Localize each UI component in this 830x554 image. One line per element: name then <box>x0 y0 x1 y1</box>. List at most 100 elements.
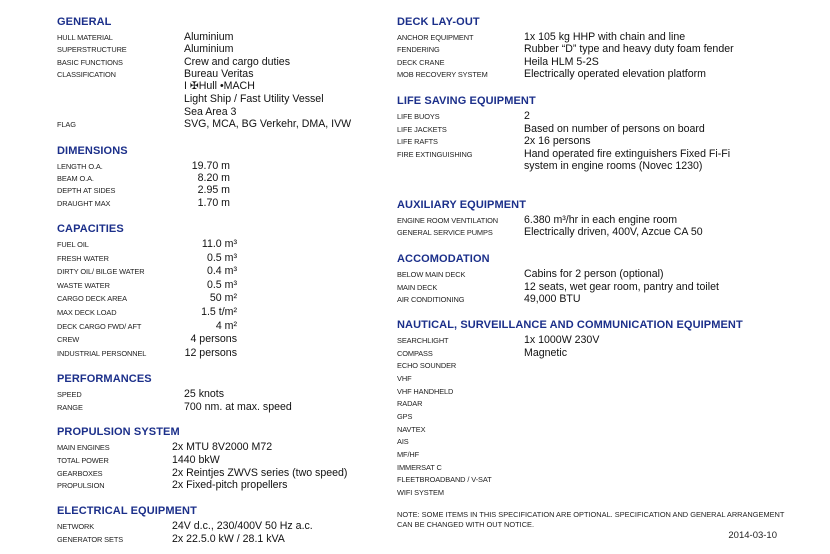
section-heading: DECK LAY-OUT <box>397 16 480 28</box>
spec-value: 2.95 m <box>57 184 230 197</box>
spec-value-line: 1440 bkW <box>172 453 220 466</box>
spec-value-line: 24V d.c., 230/400V 50 Hz a.c. <box>172 520 313 532</box>
spec-label: MAIN ENGINES <box>57 443 110 452</box>
section-heading: ACCOMODATION <box>397 253 490 265</box>
spec-value: Electrically operated elevation platform <box>524 68 706 81</box>
spec-value-line: 2x Fixed-pitch propellers <box>172 479 288 492</box>
spec-value: Cabins for 2 person (optional) <box>524 268 664 281</box>
spec-value-line: 2x Reintjes ZWVS series (two speed) <box>172 466 348 479</box>
spec-value: 4 m² <box>57 320 237 333</box>
spec-value-line: 8.20 m <box>197 172 230 185</box>
spec-value: 19.70 m <box>57 160 230 173</box>
spec-value-line: Hand operated fire extinguishers Fixed F… <box>524 147 731 160</box>
spec-label: FLEETBROADBAND / V-SAT <box>397 475 492 485</box>
spec-value-line: 25 knots <box>184 388 225 400</box>
spec-label: DRAUGHT MAX <box>57 198 111 208</box>
spec-value: 12 seats, wet gear room, pantry and toil… <box>524 281 719 294</box>
spec-value: 4 persons <box>57 333 237 346</box>
spec-label: IMMERSAT C <box>397 462 442 472</box>
spec-label: SUPERSTRUCTURE <box>57 45 127 55</box>
spec-label: AIS <box>397 437 409 447</box>
spec-value-line: 2 <box>524 110 530 122</box>
spec-value: 0.4 m³ <box>57 265 237 278</box>
spec-value: 700 nm. at max. speed <box>184 401 292 414</box>
section-heading: GENERAL <box>57 16 112 28</box>
spec-value-line: 50 m² <box>209 292 237 305</box>
spec-label: CARGO DECK AREA <box>57 294 127 304</box>
spec-label: FIRE EXTINGUISHING <box>397 149 473 159</box>
spec-label: SPEED <box>57 390 82 399</box>
section-heading: AUXILIARY EQUIPMENT <box>397 199 527 211</box>
spec-label: LIFE BUOYS <box>397 112 440 121</box>
spec-label: INDUSTRIAL PERSONNEL <box>57 348 147 358</box>
spec-value-line: 1.5 t/m² <box>201 306 237 318</box>
spec-value: 1.70 m <box>57 197 230 210</box>
spec-value-line: Crew and cargo duties <box>184 55 290 68</box>
spec-value-line: 6.380 m³/hr in each engine room <box>524 214 678 226</box>
spec-label: HULL MATERIAL <box>57 33 113 42</box>
spec-label: BELOW MAIN DECK <box>397 270 466 279</box>
spec-value: 2x 22.5.0 kW / 28.1 kVA <box>172 533 285 546</box>
spec-value-line: Magnetic <box>524 346 567 359</box>
spec-label: ENGINE ROOM VENTILATION <box>397 216 499 225</box>
section-heading: PROPULSION SYSTEM <box>57 426 180 438</box>
spec-value: Aluminium <box>184 43 233 56</box>
spec-label: BASIC FUNCTIONS <box>57 57 123 67</box>
spec-value: 2 <box>524 110 530 123</box>
spec-value-line: 2x 16 persons <box>524 135 591 147</box>
spec-value-line: 1x 105 kg HHP with chain and line <box>524 31 686 43</box>
spec-value-line: Heila HLM 5-2S <box>524 55 599 68</box>
spec-value: Electrically driven, 400V, Azcue CA 50 <box>524 226 703 239</box>
spec-value: 25 knots <box>184 388 224 401</box>
spec-value: 49,000 BTU <box>524 293 581 306</box>
spec-label: MF/HF <box>397 449 420 459</box>
spec-value-line: system in engine rooms (Novec 1230) <box>524 160 703 173</box>
spec-value: Magnetic <box>524 347 567 360</box>
spec-value-line: Aluminium <box>184 43 234 56</box>
spec-value-line: 11.0 m³ <box>201 238 237 250</box>
spec-label: LIFE RAFTS <box>397 137 438 146</box>
spec-label: CREW <box>57 335 80 345</box>
spec-value: 50 m² <box>57 292 237 305</box>
spec-value-line: Light Ship / Fast Utility Vessel <box>184 93 324 106</box>
spec-value-line: Bureau Veritas <box>184 67 254 80</box>
spec-value: 1440 bkW <box>172 454 220 467</box>
spec-label: GPS <box>397 411 413 421</box>
spec-value-line: 700 nm. at max. speed <box>184 400 292 413</box>
spec-value: Based on number of persons on board <box>524 123 705 136</box>
spec-label: RANGE <box>57 402 83 412</box>
spec-label: GENERATOR SETS <box>57 534 124 544</box>
spec-label: FRESH WATER <box>57 253 109 263</box>
spec-label: WIFI SYSTEM <box>397 487 444 497</box>
spec-value: 2x 16 persons <box>524 135 591 148</box>
spec-label: NAVTEX <box>397 424 426 434</box>
spec-value: 1x 105 kg HHP with chain and line <box>524 31 685 44</box>
spec-value-line: 19.70 m <box>191 160 230 172</box>
spec-value: 12 persons <box>57 347 237 360</box>
spec-value-line: 12 persons <box>184 346 237 359</box>
spec-value-line: Electrically driven, 400V, Azcue CA 50 <box>524 226 703 239</box>
spec-value: Bureau Veritas I ✠Hull •MACH Light Ship / … <box>184 68 324 118</box>
spec-label: ECHO SOUNDER <box>397 361 457 371</box>
spec-value: 6.380 m³/hr in each engine room <box>524 214 677 227</box>
spec-date: 2014-03-10 <box>728 530 777 541</box>
section-heading: ELECTRICAL EQUIPMENT <box>57 505 197 517</box>
spec-label: PROPULSION <box>57 481 105 491</box>
spec-value: Rubber “D” type and heavy duty foam fend… <box>524 43 734 56</box>
spec-value-line: 1x 1000W 230V <box>524 334 600 346</box>
spec-value: SVG, MCA, BG Verkehr, DMA, IVW <box>184 118 351 131</box>
spec-value-line: 4 m² <box>215 319 237 332</box>
spec-value: 2x Fixed-pitch propellers <box>172 479 287 492</box>
spec-label: ANCHOR EQUIPMENT <box>397 33 474 42</box>
section-heading: NAUTICAL, SURVEILLANCE AND COMMUNICATION… <box>397 319 743 331</box>
spec-label: GEARBOXES <box>57 468 103 478</box>
section-heading: PERFORMANCES <box>57 373 152 385</box>
section-heading: CAPACITIES <box>57 223 124 235</box>
spec-label: RADAR <box>397 399 423 409</box>
spec-label: VHF <box>397 373 412 383</box>
spec-label: DECK CRANE <box>397 57 445 67</box>
spec-value: 1x 1000W 230V <box>524 334 599 347</box>
spec-value-line: 4 persons <box>190 333 237 346</box>
spec-label: DECK CARGO FWD/ AFT <box>57 321 142 331</box>
spec-label: WASTE WATER <box>57 280 110 290</box>
